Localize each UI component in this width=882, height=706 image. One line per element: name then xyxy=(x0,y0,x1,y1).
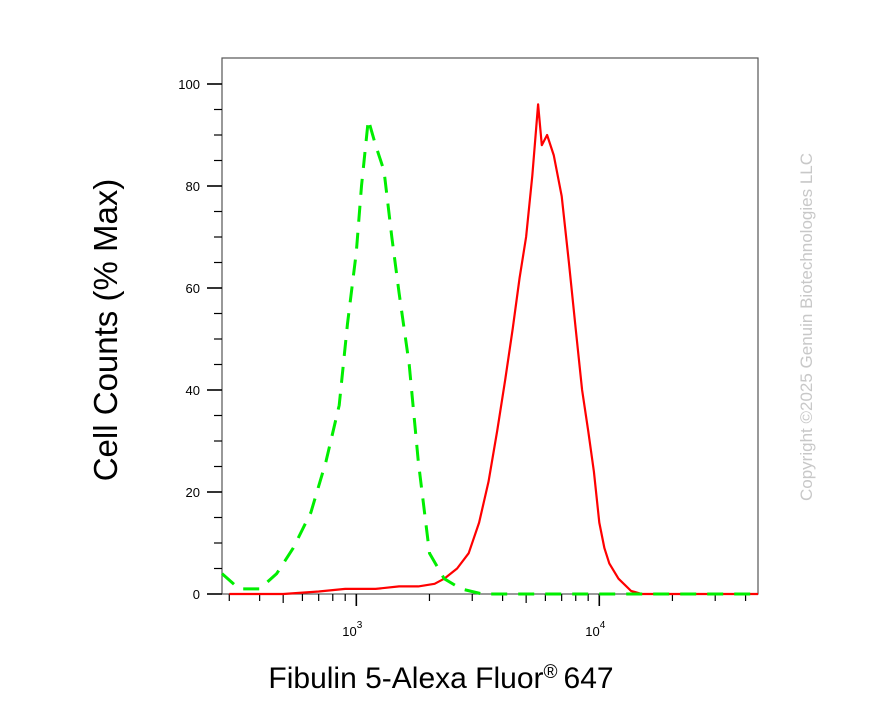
x-tick-label: 104 xyxy=(585,620,605,639)
x-axis-title-suffix: 647 xyxy=(564,662,614,695)
x-tick-exponent: 3 xyxy=(357,620,363,631)
y-tick-label: 100 xyxy=(178,77,200,92)
y-tick-label: 80 xyxy=(186,179,200,194)
y-axis: 0 20 40 60 80 100 xyxy=(178,77,222,602)
plot-frame xyxy=(221,57,759,595)
x-tick-exponent: 4 xyxy=(600,620,606,631)
copyright-watermark: Copyright ©2025 Genuin Biotechnologies L… xyxy=(797,153,816,501)
control-histogram-line xyxy=(221,118,758,596)
y-tick-label: 0 xyxy=(193,587,200,602)
sample-histogram-line xyxy=(229,103,758,596)
y-tick-label: 40 xyxy=(186,383,200,398)
x-axis-title-main: Fibulin 5-Alexa Fluor xyxy=(268,662,543,695)
x-tick-base: 10 xyxy=(342,624,356,639)
x-tick-label: 103 xyxy=(342,620,362,639)
x-axis: 103 104 xyxy=(228,594,747,639)
x-tick-base: 10 xyxy=(585,624,599,639)
x-axis-title-registered-mark: ® xyxy=(544,662,558,683)
x-axis-title: Fibulin 5-Alexa Fluor® 647 xyxy=(268,662,613,695)
y-tick-label: 60 xyxy=(186,281,200,296)
y-tick-label: 20 xyxy=(186,485,200,500)
series-layer xyxy=(221,103,758,596)
y-axis-title: Cell Counts (% Max) xyxy=(87,179,124,482)
